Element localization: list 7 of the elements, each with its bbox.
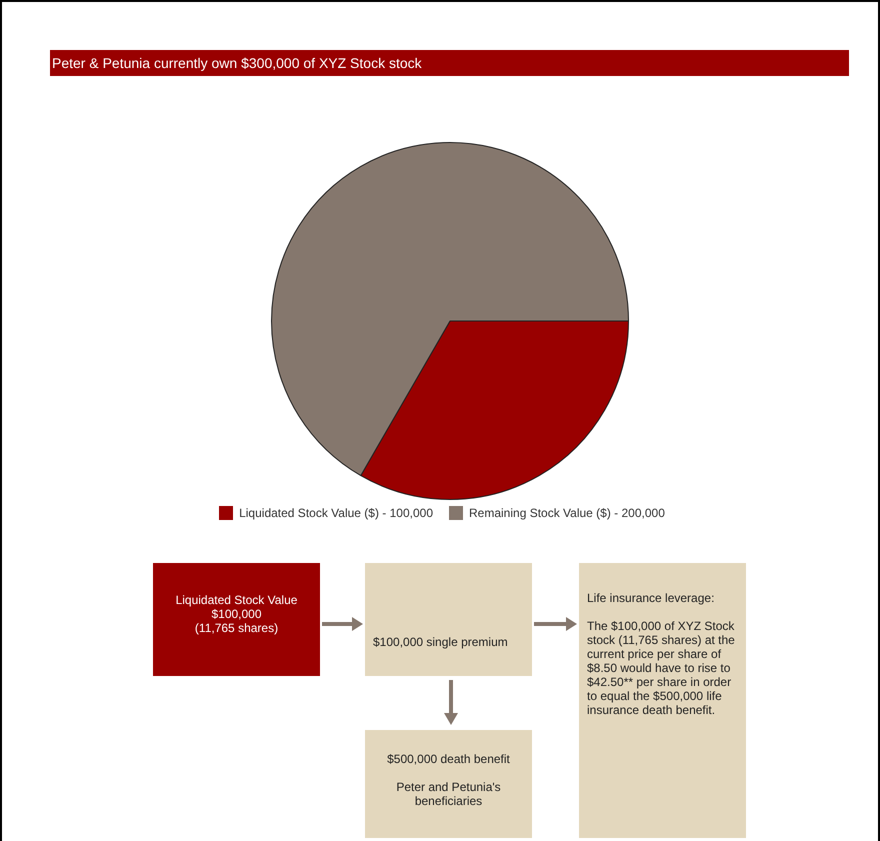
chart-title: Peter & Petunia currently own $300,000 of XYZ Stock stock — [50, 50, 849, 76]
text: $500,000 death benefit Peter and Petunia's beneficiaries — [365, 730, 532, 838]
legend-label: Liquidated Stock Value ($) - 100,000 — [239, 506, 433, 520]
legend-label: Remaining Stock Value ($) - 200,000 — [469, 506, 665, 520]
text: Liquidated Stock Value $100,000 (11,765 shares) — [153, 563, 320, 676]
text: Life insurance leverage: The $100,000 of XYZ Stock stock (11,765 shares) at the current price per share of $8.50 would have to rise to $42.50** per share in order to equal the $500,000 life insurance death benefit. — [579, 563, 746, 838]
text: $100,000 single premium — [365, 563, 532, 676]
